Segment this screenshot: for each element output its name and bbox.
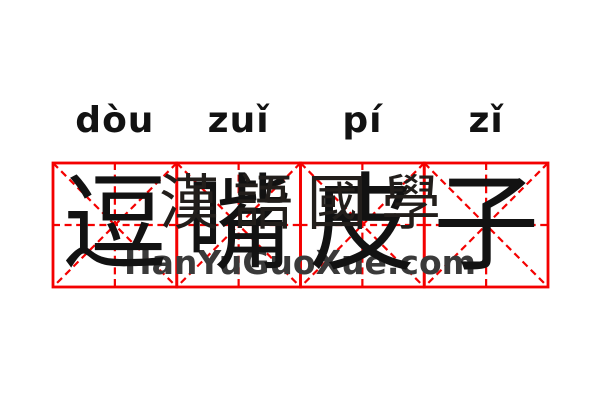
character-row: 逗 嘴 皮 子 (53, 163, 548, 287)
pinyin-row: dòu zuǐ pí zǐ (53, 101, 548, 141)
grid-cell-2 (175, 161, 302, 289)
hanzi-character-2: 嘴 (185, 163, 292, 286)
hanzi-character-1: 逗 (61, 163, 168, 286)
hanzi-character-4: 子 (433, 163, 540, 286)
watermark-cjk-text: 漢語國學 (159, 169, 455, 239)
watermark-site-text: HanYuGuoXue.com (123, 243, 477, 282)
cell-border (422, 161, 550, 289)
hanzi-character-3: 皮 (309, 163, 416, 286)
pinyin-syllable-2: zuǐ (207, 100, 270, 141)
grid-cell-4 (422, 161, 550, 289)
pinyin-syllable-4: zǐ (468, 100, 504, 141)
writing-grid (51, 161, 550, 289)
pinyin-syllable-3: pí (342, 100, 383, 141)
pinyin-syllable-1: dòu (75, 100, 155, 141)
